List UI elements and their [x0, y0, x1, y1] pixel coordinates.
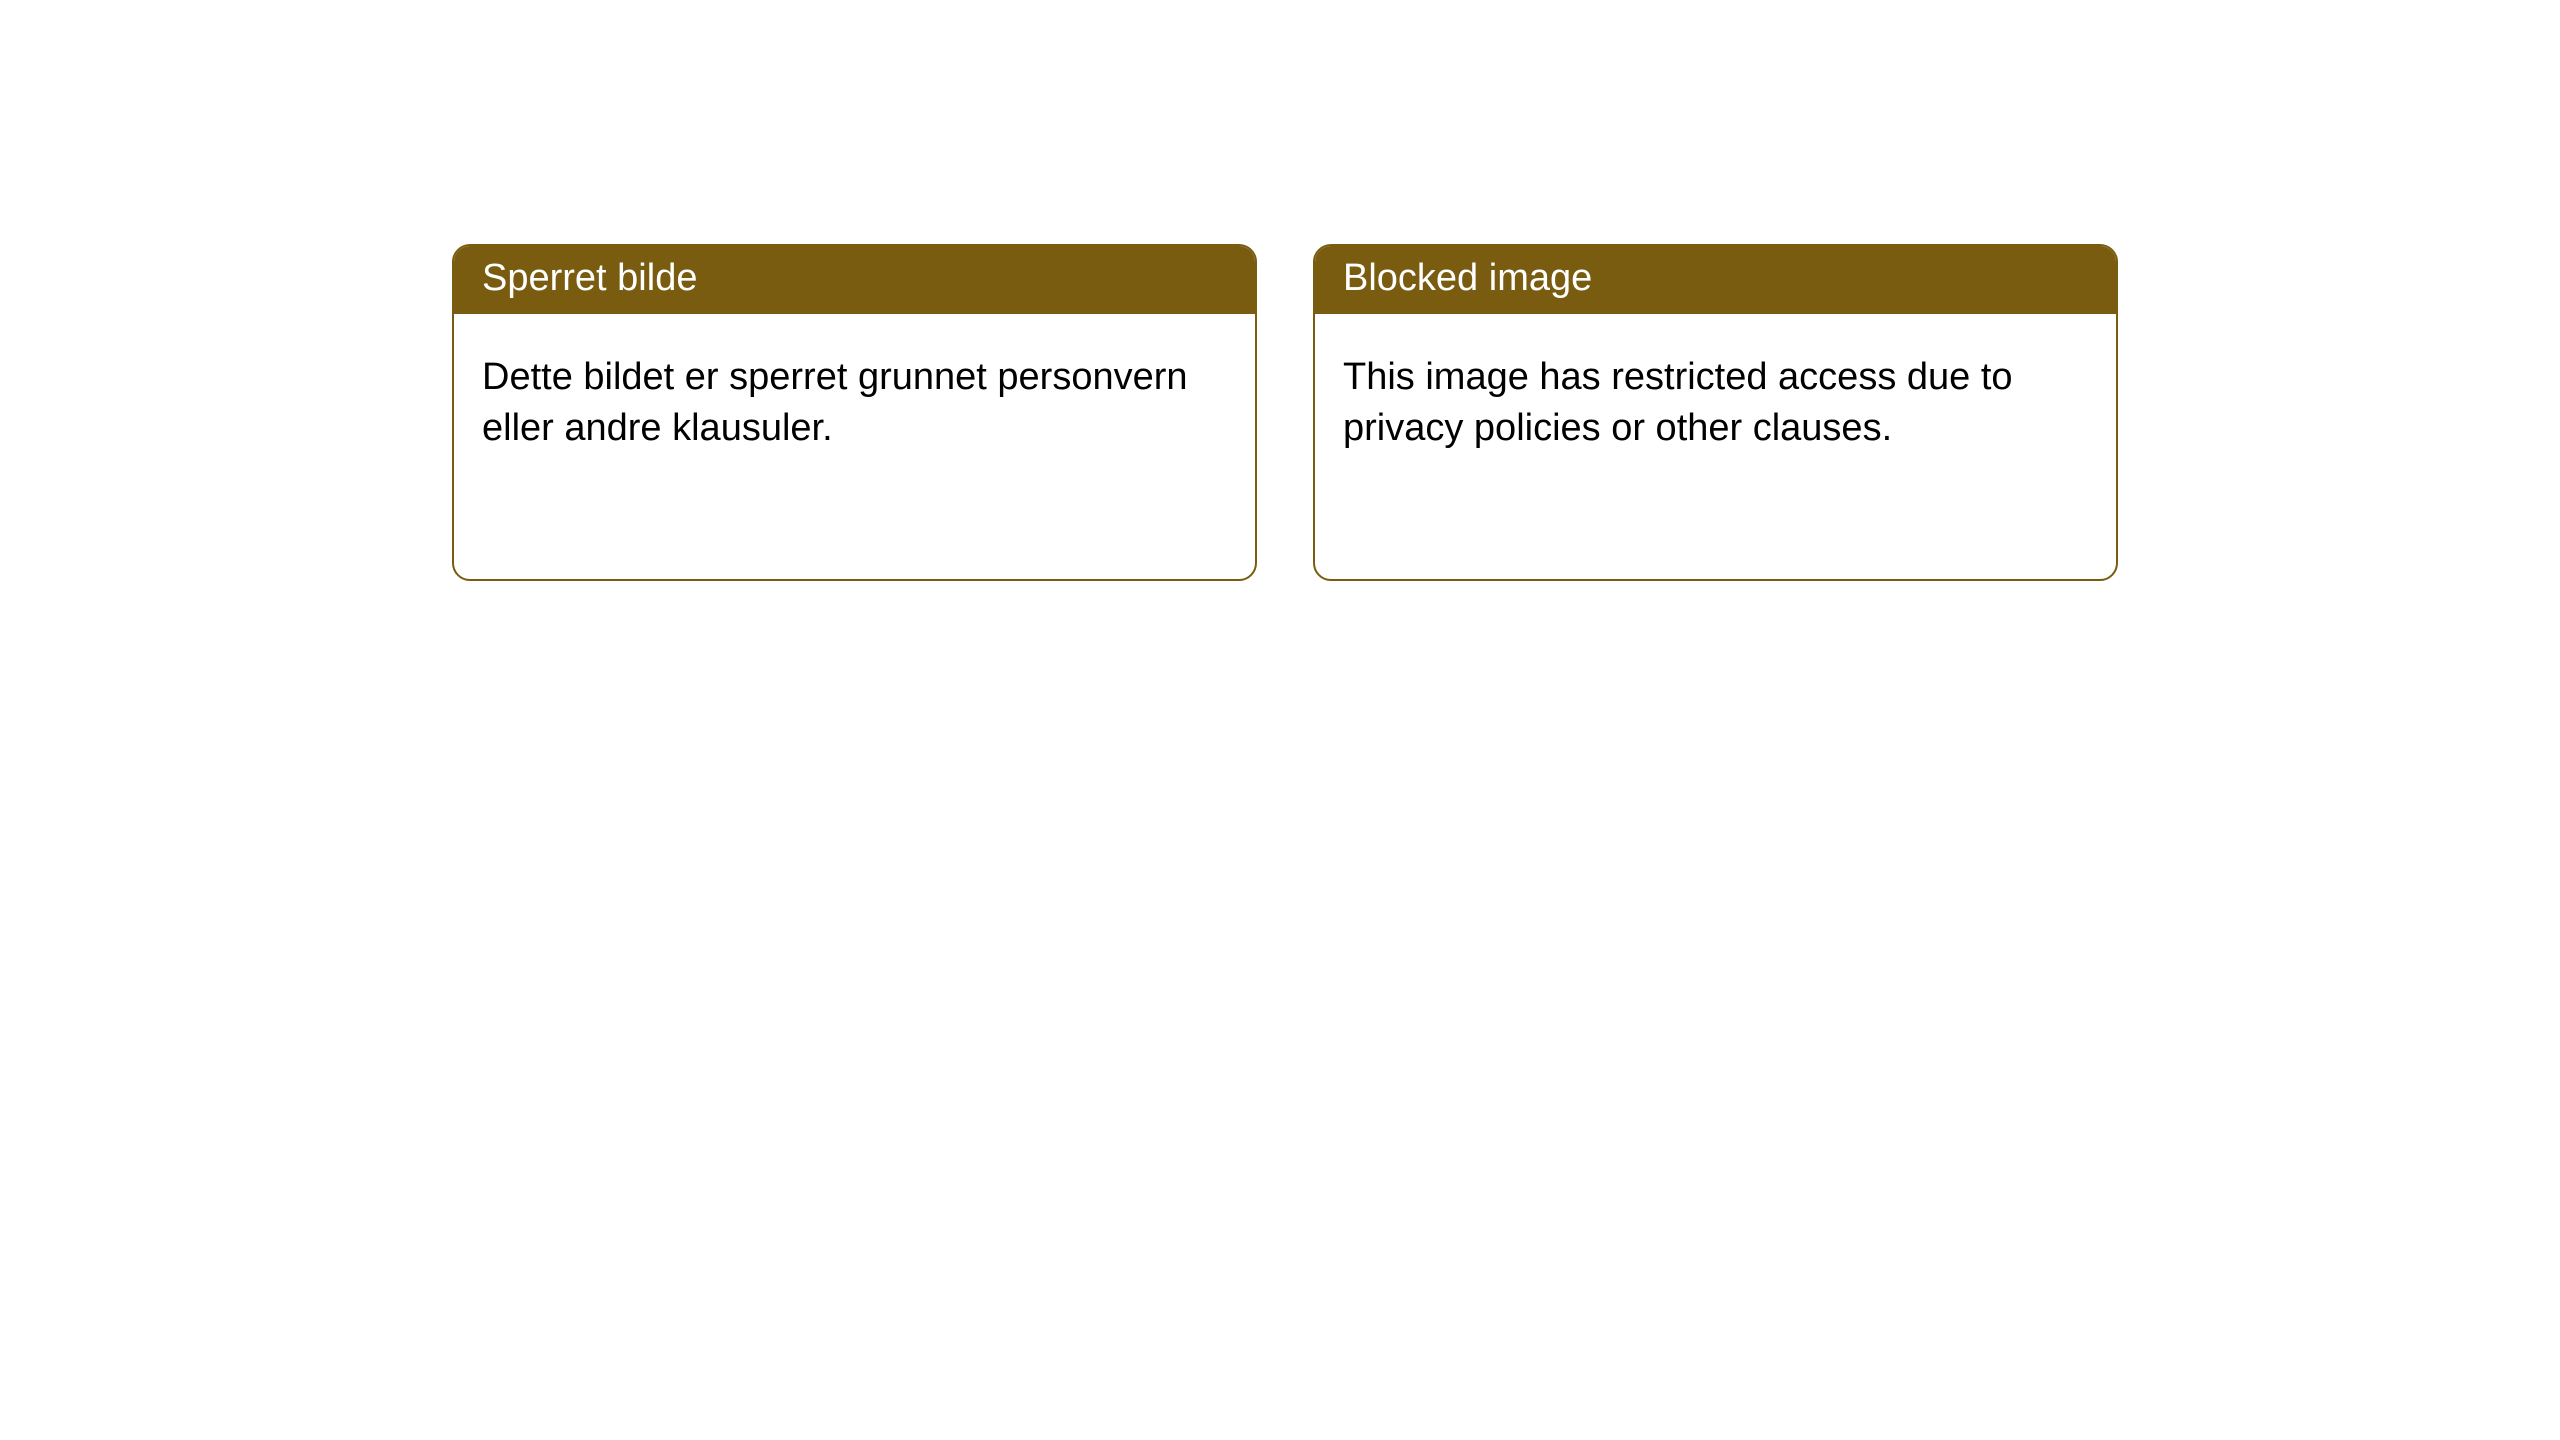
- notice-body: Dette bildet er sperret grunnet personve…: [454, 314, 1255, 483]
- notice-header: Sperret bilde: [454, 246, 1255, 314]
- notice-box-english: Blocked image This image has restricted …: [1313, 244, 2118, 581]
- notice-body: This image has restricted access due to …: [1315, 314, 2116, 483]
- notice-box-norwegian: Sperret bilde Dette bildet er sperret gr…: [452, 244, 1257, 581]
- notice-container: Sperret bilde Dette bildet er sperret gr…: [0, 0, 2560, 581]
- notice-header: Blocked image: [1315, 246, 2116, 314]
